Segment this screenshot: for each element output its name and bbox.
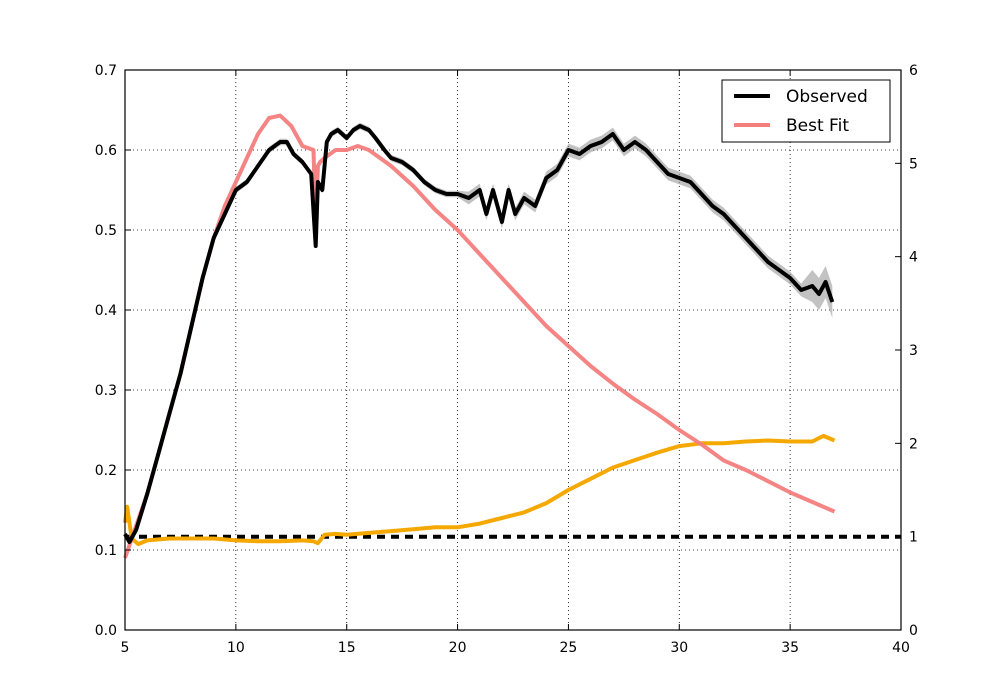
x-tick-label: 25 bbox=[560, 640, 578, 656]
axis-ticks: 5 10 15 20 25 30 35 400.00.10.20.30.40.50.60.70… bbox=[95, 63, 918, 656]
series-line-observed bbox=[123, 124, 835, 544]
x-tick-label: 35 bbox=[781, 640, 799, 656]
legend-label-best-fit: Best Fit bbox=[786, 116, 849, 136]
y-tick-label: 0.1 bbox=[95, 543, 117, 559]
y-tick-label: 0.7 bbox=[95, 63, 117, 79]
observed-band bbox=[125, 122, 833, 546]
plot-frame bbox=[124, 69, 902, 631]
y-tick-label: 0.0 bbox=[95, 623, 117, 639]
series-lines bbox=[123, 113, 901, 559]
x-tick-label: 30 bbox=[670, 640, 688, 656]
y-tick-label: 0.4 bbox=[95, 303, 117, 319]
series-line-series-2 bbox=[123, 433, 836, 547]
observed-uncertainty-band bbox=[125, 122, 833, 546]
legend: Observed Best Fit bbox=[721, 79, 891, 143]
y2-tick-label: 6 bbox=[909, 63, 918, 79]
x-tick-label: 20 bbox=[449, 640, 467, 656]
x-tick-label: 40 bbox=[892, 640, 910, 656]
y-tick-label: 0.6 bbox=[95, 143, 117, 159]
y-tick-label: 0.5 bbox=[95, 223, 117, 239]
y2-tick-label: 2 bbox=[909, 436, 918, 452]
y2-tick-label: 1 bbox=[909, 530, 918, 546]
y2-tick-label: 3 bbox=[909, 343, 918, 359]
y-tick-label: 0.3 bbox=[95, 383, 117, 399]
legend-label-observed: Observed bbox=[786, 87, 868, 107]
grid-lines bbox=[125, 70, 901, 630]
y2-tick-label: 0 bbox=[909, 623, 918, 639]
y-tick-label: 0.2 bbox=[95, 463, 117, 479]
x-tick-label: 15 bbox=[338, 640, 356, 656]
x-tick-label: 5 bbox=[121, 640, 130, 656]
x-tick-label: 10 bbox=[227, 640, 245, 656]
y2-tick-label: 4 bbox=[909, 250, 918, 266]
series-line-best-fit bbox=[123, 113, 836, 559]
y2-tick-label: 5 bbox=[909, 156, 918, 172]
legend-box bbox=[721, 79, 891, 143]
